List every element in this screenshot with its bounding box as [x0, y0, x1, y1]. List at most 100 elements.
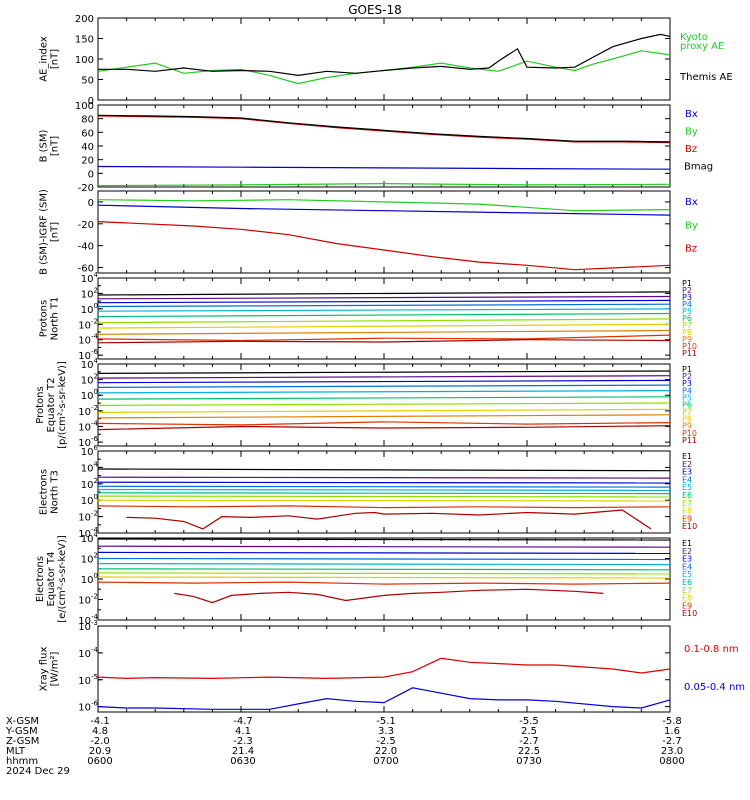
channel-label-e8: E8 — [682, 594, 692, 603]
series-line-p6 — [97, 312, 671, 318]
footer-row-label: Z-GSM — [6, 736, 39, 747]
series-line-e1 — [97, 468, 671, 472]
series-line-e3 — [97, 551, 671, 555]
series-line-p5 — [97, 390, 671, 394]
series-line-by — [97, 182, 671, 187]
legend-by: By — [685, 127, 698, 138]
y-tick-label: 20 — [81, 156, 94, 167]
footer-value: -2.5 — [376, 736, 396, 747]
legend-by: By — [685, 220, 698, 231]
channel-label-p1: P1 — [682, 279, 692, 288]
series-line-p4 — [97, 384, 671, 388]
footer-value: 22.5 — [518, 746, 540, 757]
channel-label-p4: P4 — [682, 300, 692, 309]
channel-label-p6: P6 — [682, 314, 692, 323]
series-line-bmag — [97, 114, 671, 143]
legend-xray-long: 0.1-0.8 nm — [684, 644, 739, 655]
series-line-e2 — [97, 476, 671, 479]
y-tick-label: 102 — [81, 477, 98, 491]
y-tick-label: -40 — [78, 242, 94, 253]
y-tick-label: 104 — [81, 357, 99, 371]
footer-value: 2.5 — [521, 726, 537, 737]
series-line-e3 — [97, 481, 671, 484]
y-axis-label: [e/(cm²-s-sr-keV)] — [57, 535, 68, 623]
legend-bz: Bz — [685, 244, 697, 255]
y-tick-label: 80 — [81, 115, 94, 126]
panel-8: 10-3 10-4 10-5 10-6 Xray flux [W/m²] 0.1-0.8 n… — [39, 619, 746, 714]
y-tick-label: 60 — [81, 128, 94, 139]
series-line-p3 — [97, 299, 671, 304]
footer-row-label: Y-GSM — [5, 726, 38, 737]
channel-label-p10: P10 — [682, 429, 697, 438]
legend-xray-short: 0.05-0.4 nm — [684, 682, 745, 693]
series-line-p11 — [97, 425, 671, 431]
series-line-0-1-0-8-nm — [97, 657, 671, 680]
channel-label-e9: E9 — [682, 514, 692, 523]
footer-value: -5.5 — [519, 716, 539, 727]
footer-value: 0800 — [659, 756, 684, 767]
channel-label-p2: P2 — [682, 372, 692, 381]
footer-value: 0730 — [516, 756, 541, 767]
legend-bz: Bz — [685, 144, 697, 155]
y-tick-label: 10-6 — [78, 435, 98, 449]
series-line-bz — [97, 221, 671, 271]
channel-label-e5: E5 — [682, 570, 692, 579]
channel-label-p11: P11 — [682, 436, 697, 445]
series-line-e6 — [97, 568, 671, 571]
y-tick-label: 10-5 — [78, 673, 98, 687]
y-tick-label: 10-6 — [78, 348, 98, 362]
channel-label-e10: E10 — [682, 609, 697, 618]
footer-value: 3.3 — [378, 726, 394, 737]
footer-value: 23.0 — [661, 746, 683, 757]
y-tick-label: -20 — [78, 220, 94, 231]
footer-row-label: MLT — [6, 746, 26, 757]
series-line-p7 — [97, 318, 671, 324]
y-axis-label: Electrons — [39, 469, 50, 515]
series-line-p11 — [97, 339, 671, 344]
y-tick-label: 100 — [81, 302, 98, 316]
panel-frame — [97, 537, 671, 621]
footer-value: -5.8 — [662, 716, 682, 727]
series-line-p1 — [97, 291, 671, 296]
channel-label-p9: P9 — [682, 422, 692, 431]
y-tick-label: 10-2 — [78, 593, 98, 607]
footer-value: -2.7 — [519, 736, 539, 747]
series-line-e8 — [97, 576, 671, 579]
series-line-e10 — [126, 509, 652, 530]
y-axis-label: B (SM) — [39, 129, 50, 162]
y-tick-label: 10-4 — [78, 646, 98, 660]
channel-label-e3: E3 — [682, 555, 692, 564]
y-tick-label: 40 — [81, 142, 94, 153]
y-tick-label: -60 — [78, 264, 94, 275]
channel-label-e2: E2 — [682, 547, 692, 556]
channel-label-p6: P6 — [682, 400, 692, 409]
y-tick-label: 102 — [81, 552, 98, 566]
y-tick-label: 104 — [81, 531, 99, 545]
legend-themis: Themis AE — [679, 72, 733, 83]
channel-label-e5: E5 — [682, 483, 692, 492]
series-line-e7 — [97, 572, 671, 575]
legend-bx: Bx — [685, 197, 698, 208]
y-tick-label: 100 — [75, 101, 94, 112]
date-label: 2024 Dec 29 — [6, 766, 70, 777]
series-line-p3 — [97, 379, 671, 384]
y-axis-label: Equator T2 — [46, 378, 57, 433]
series-line-e10 — [174, 588, 604, 604]
y-tick-label: 10-2 — [78, 404, 98, 418]
series-line-by — [97, 199, 671, 212]
series-line-e8 — [97, 499, 671, 502]
series-line-p4 — [97, 303, 671, 308]
channel-label-p8: P8 — [682, 415, 692, 424]
y-tick-label: 104 — [81, 460, 99, 474]
y-axis-label: Xray flux — [39, 647, 50, 692]
footer-value: -5.1 — [376, 716, 396, 727]
series-line-e5 — [97, 562, 671, 566]
y-tick-label: 10-2 — [78, 510, 98, 524]
y-axis-label: North T3 — [50, 470, 61, 514]
panel-frame — [97, 190, 671, 274]
channel-label-p5: P5 — [682, 307, 692, 316]
series-line-bz — [97, 115, 671, 144]
channel-label-p3: P3 — [682, 293, 692, 302]
